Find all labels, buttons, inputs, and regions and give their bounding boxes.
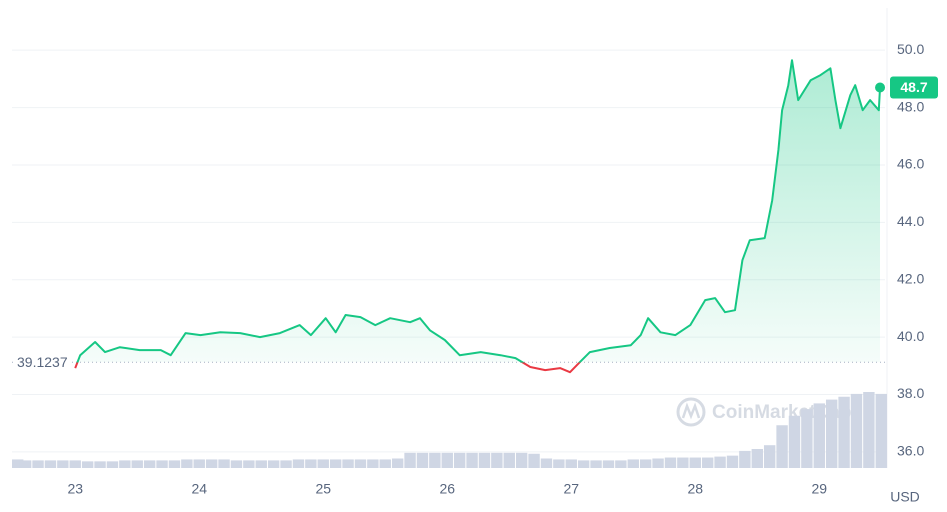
volume-bar (292, 459, 305, 468)
x-tick-label: 26 (439, 481, 455, 497)
volume-bar (466, 452, 478, 468)
volume-bar (243, 460, 255, 468)
baseline-label-bg (14, 353, 72, 372)
volume-bar (590, 460, 602, 468)
volume-bar (156, 460, 168, 468)
volume-bar (553, 459, 565, 468)
volume-bar (19, 460, 32, 468)
volume-bar (416, 452, 429, 468)
volume-bar (627, 459, 639, 468)
volume-bar (32, 460, 44, 468)
y-tick-label: 42.0 (897, 270, 924, 286)
volume-bar (354, 459, 367, 468)
volume-bar (305, 459, 317, 468)
volume-bar (429, 452, 441, 468)
volume-bar (205, 459, 218, 468)
volume-bar (329, 459, 342, 468)
volume-bar (875, 393, 887, 468)
volume-bar (230, 460, 243, 468)
volume-bar (342, 459, 354, 468)
volume-bar (714, 456, 726, 468)
x-tick-label: 23 (67, 481, 83, 497)
volume-bar (528, 453, 540, 468)
volume-bar (677, 457, 689, 468)
volume-bar (838, 396, 850, 468)
volume-bar (639, 459, 652, 468)
volume-bar (739, 450, 751, 468)
volume-bar (788, 415, 801, 468)
volume-bar (602, 460, 615, 468)
volume-bar (453, 452, 466, 468)
price-line (74, 59, 881, 374)
y-tick-label: 40.0 (897, 328, 924, 344)
volume-bar (515, 452, 528, 468)
current-price-bg (890, 76, 938, 99)
watermark: CoinMarketCap (676, 397, 851, 427)
volume-bar (168, 460, 181, 468)
volume-bar (94, 461, 106, 468)
volume-bar (131, 460, 143, 468)
volume-bar (44, 460, 57, 468)
volume-bar (57, 460, 69, 468)
volume-bar (193, 459, 205, 468)
volume-bar (565, 459, 577, 468)
y-tick-label: 50.0 (897, 41, 924, 57)
volume-bar (317, 459, 329, 468)
volume-bar (689, 457, 701, 468)
price-area (77, 60, 880, 363)
y-tick-label: 36.0 (897, 443, 924, 459)
volume-bar (776, 425, 788, 468)
x-tick-label: 28 (687, 481, 703, 497)
baseline-label: 39.1237 (17, 354, 68, 370)
volume-bar (652, 458, 664, 468)
volume-bar (280, 460, 292, 468)
y-tick-label: 44.0 (897, 213, 924, 229)
volume-bar (404, 452, 416, 468)
volume-bar (143, 460, 156, 468)
volume-bar (491, 452, 503, 468)
volume-bar (255, 460, 267, 468)
volume-bar (751, 449, 763, 468)
volume-bar (615, 460, 627, 468)
volume-bar (391, 458, 404, 468)
y-tick-label: 48.0 (897, 98, 924, 114)
volume-bar (478, 452, 491, 468)
volume-bar (367, 459, 379, 468)
volume-bar (106, 461, 119, 468)
x-tick-label: 29 (811, 481, 827, 497)
volume-bar (825, 399, 838, 468)
volume-bar (664, 457, 677, 468)
currency-label: USD (890, 489, 920, 505)
volume-bar (81, 461, 94, 468)
volume-bar (503, 452, 515, 468)
volume-bar (181, 459, 193, 468)
volume-bar (850, 393, 863, 468)
x-tick-label: 27 (563, 481, 579, 497)
volume-bar (267, 460, 280, 468)
volume-bar (701, 457, 714, 468)
volume-bar (540, 458, 553, 468)
y-tick-label: 38.0 (897, 385, 924, 401)
volume-bar (12, 459, 24, 468)
volume-bar (813, 403, 825, 468)
volume-bar (763, 445, 776, 468)
y-tick-label: 46.0 (897, 156, 924, 172)
volume-bar (69, 460, 81, 468)
volume-bar (801, 409, 813, 468)
volume-bar (379, 459, 391, 468)
x-tick-label: 24 (191, 481, 207, 497)
volume-bar (863, 392, 875, 468)
x-tick-label: 25 (315, 481, 331, 497)
current-dot (875, 82, 886, 93)
volume-bar (577, 460, 590, 468)
current-price-label: 48.7 (900, 79, 927, 95)
volume-bar (218, 459, 230, 468)
volume-bar (726, 455, 739, 468)
volume-bar (441, 452, 453, 468)
volume-bar (119, 460, 131, 468)
